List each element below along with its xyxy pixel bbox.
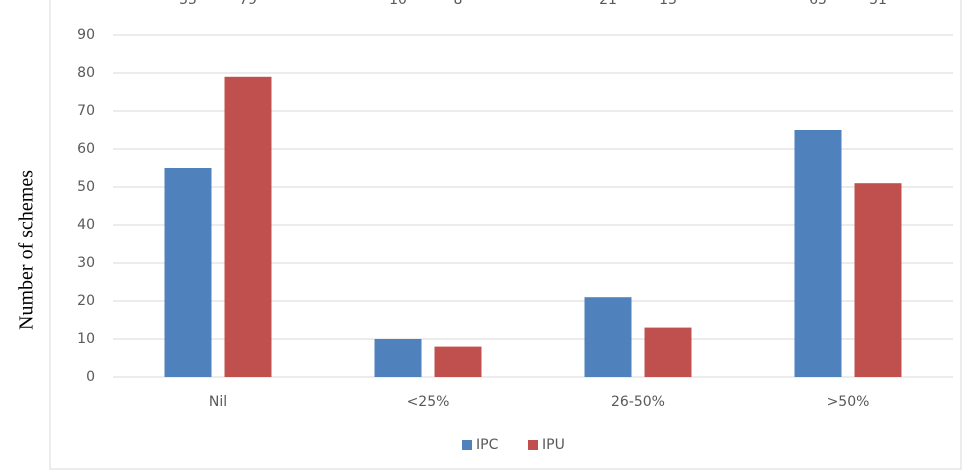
x-tick-label: 26-50% xyxy=(611,394,665,410)
bar xyxy=(374,339,422,377)
bar xyxy=(854,183,902,377)
bar xyxy=(794,130,842,377)
legend-label: IPU xyxy=(542,437,565,453)
data-label: 51 xyxy=(869,0,887,8)
bar xyxy=(644,327,692,377)
y-tick-label: 0 xyxy=(86,369,95,385)
x-tick-label: Nil xyxy=(209,394,227,410)
y-tick-label: 20 xyxy=(77,293,95,309)
bar xyxy=(434,346,482,377)
y-tick-label: 40 xyxy=(77,217,95,233)
bar xyxy=(224,76,272,378)
y-tick-label: 80 xyxy=(77,65,95,81)
y-tick-label: 50 xyxy=(77,179,95,195)
x-tick-label: >50% xyxy=(827,394,870,410)
legend-label: IPC xyxy=(476,437,499,453)
data-label: 21 xyxy=(599,0,617,8)
y-tick-label: 60 xyxy=(77,141,95,157)
x-tick-label: <25% xyxy=(407,394,450,410)
bar xyxy=(584,297,632,377)
y-tick-label: 90 xyxy=(77,27,95,43)
y-tick-label: 70 xyxy=(77,103,95,119)
data-label: 55 xyxy=(179,0,197,8)
y-axis-label: Number of schemes xyxy=(16,170,38,330)
legend-swatch xyxy=(462,440,472,450)
y-tick-label: 10 xyxy=(77,331,95,347)
data-label: 79 xyxy=(239,0,257,8)
bar xyxy=(164,168,212,377)
legend-swatch xyxy=(528,440,538,450)
data-label: 13 xyxy=(659,0,677,8)
y-tick-label: 30 xyxy=(77,255,95,271)
data-label: 8 xyxy=(454,0,463,8)
data-label: 10 xyxy=(389,0,407,8)
data-label: 65 xyxy=(809,0,827,8)
